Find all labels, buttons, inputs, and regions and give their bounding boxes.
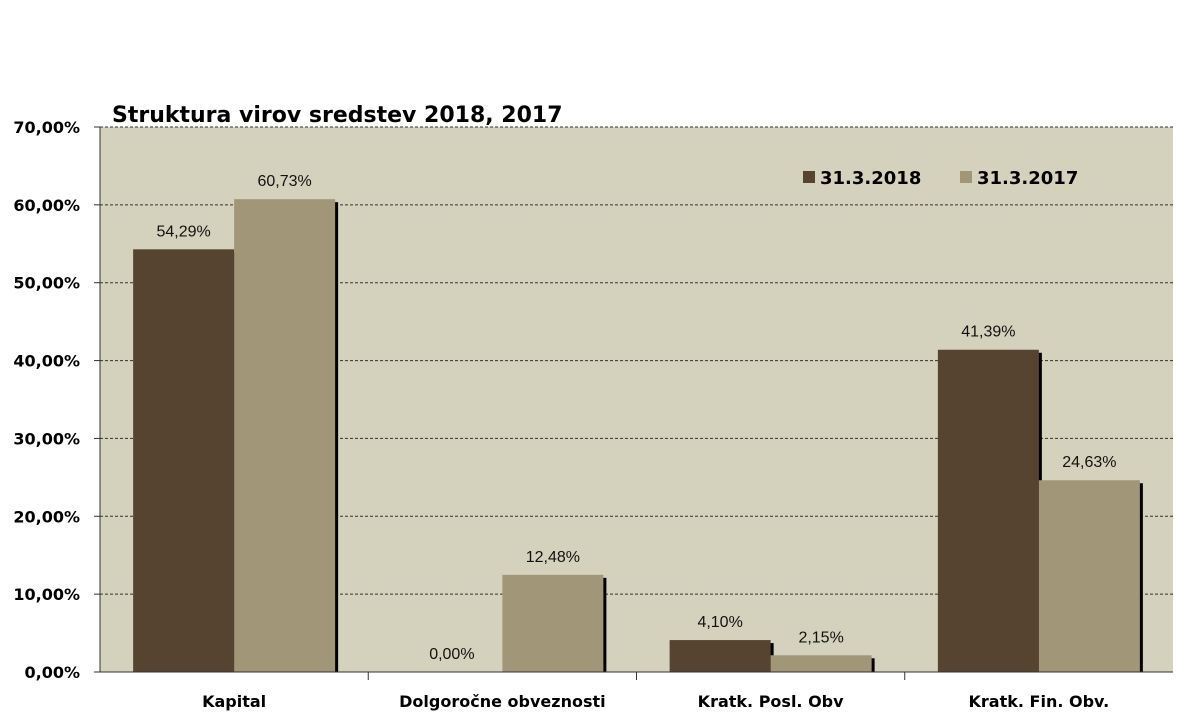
data-label: 0,00% xyxy=(429,646,474,663)
bar xyxy=(1038,480,1140,672)
bar xyxy=(133,249,235,672)
gridlines xyxy=(100,126,1173,595)
data-label: 4,10% xyxy=(697,614,742,631)
legend-swatch xyxy=(803,171,815,183)
legend-label: 31.3.2017 xyxy=(977,168,1078,189)
y-tick-label: 40,00% xyxy=(13,352,80,371)
x-tick-label: Kratk. Posl. Obv xyxy=(698,692,844,711)
data-label: 54,29% xyxy=(156,223,210,240)
y-tick-label: 0,00% xyxy=(24,663,80,682)
bar xyxy=(234,199,336,672)
y-tick-label: 50,00% xyxy=(13,274,80,293)
data-label: 24,63% xyxy=(1062,454,1116,471)
legend-label: 31.3.2018 xyxy=(820,168,921,189)
data-label: 60,73% xyxy=(257,173,311,190)
bar xyxy=(502,574,604,672)
y-tick-label: 10,00% xyxy=(13,585,80,604)
x-tick-label: Kratk. Fin. Obv. xyxy=(969,692,1110,711)
y-tick-label: 30,00% xyxy=(13,429,80,448)
x-tick-label: Dolgoročne obveznosti xyxy=(399,692,605,711)
legend-swatch xyxy=(960,171,972,183)
chart-title: Struktura virov sredstev 2018, 2017 xyxy=(112,103,563,128)
data-label: 2,15% xyxy=(798,629,843,646)
x-tick-label: Kapital xyxy=(202,692,266,711)
y-tick-label: 60,00% xyxy=(13,196,80,215)
data-labels: 54,29% 60,73% 0,00% 12,48% 4,10% 2,15% 41,39% 2… xyxy=(156,173,1116,663)
legend: 31.3.2018 31.3.2017 xyxy=(803,168,1078,189)
y-tick-label: 70,00% xyxy=(13,118,80,137)
bar xyxy=(669,640,771,672)
x-axis: Kapital Dolgoročne obveznosti Kratk. Posl.… xyxy=(100,671,1173,711)
bars xyxy=(133,199,1143,672)
y-tick-label: 20,00% xyxy=(13,507,80,526)
bar xyxy=(770,655,872,672)
y-axis: 0,00% 10,00% 20,00% 30,00% 40,00% 50,00% 60,00… xyxy=(13,118,101,682)
bar xyxy=(937,349,1039,672)
data-label: 41,39% xyxy=(961,324,1015,341)
data-label: 12,48% xyxy=(526,549,580,566)
